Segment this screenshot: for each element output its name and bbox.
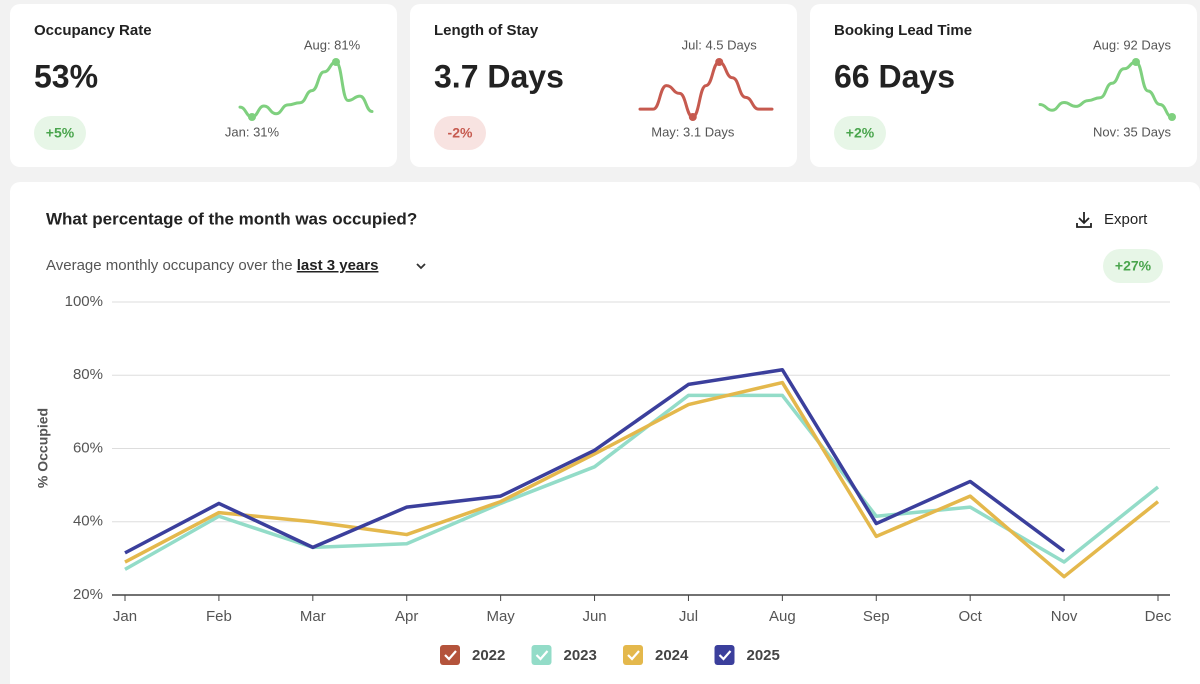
change-badge <box>434 116 486 150</box>
card <box>410 4 797 167</box>
legend-check <box>627 650 640 661</box>
sparkline-marker <box>715 58 724 66</box>
subtitle-text: Average monthly occupancy over the <box>46 257 293 274</box>
sparkline-marker <box>688 113 697 121</box>
y-tick-label: 20% <box>73 586 103 603</box>
card-value: 3.7 Days <box>434 58 564 94</box>
x-tick-label: Jul <box>679 608 698 625</box>
export-button[interactable]: Export <box>1076 211 1148 228</box>
export-label: Export <box>1104 211 1148 228</box>
x-tick-label: Sep <box>863 608 890 625</box>
legend-check <box>444 650 457 661</box>
legend-checkbox <box>623 645 643 665</box>
sparkline-marker <box>1168 113 1176 121</box>
panel-subtitle: Average monthly occupancy over the last … <box>46 257 378 274</box>
sparkline <box>638 60 774 119</box>
y-tick-label: 100% <box>65 293 103 310</box>
x-tick-label: Jan <box>113 608 137 625</box>
y-tick-label: 80% <box>73 366 103 383</box>
export-icon <box>1076 212 1092 228</box>
card-title: Occupancy Rate <box>34 22 152 39</box>
sparkline-annotation: May: 3.1 Days <box>651 124 735 139</box>
legend-item[interactable]: 2023 <box>531 645 597 665</box>
change-badge <box>834 116 886 150</box>
dropdown-chevron[interactable] <box>416 263 426 270</box>
sparkline-annotation: Aug: 81% <box>304 37 361 52</box>
sparkline <box>238 60 374 119</box>
change-badge <box>1103 249 1163 283</box>
change-badge <box>34 116 86 150</box>
legend-label: 2025 <box>747 647 780 664</box>
card-value: 66 Days <box>834 58 955 94</box>
x-tick-label: Mar <box>300 608 326 625</box>
legend-check <box>535 650 549 661</box>
sparkline-annotation: Jul: 4.5 Days <box>682 37 758 52</box>
legend-label: 2023 <box>564 647 597 664</box>
series-line <box>124 380 1160 579</box>
sparkline-annotation: Aug: 92 Days <box>1093 37 1172 52</box>
series-line <box>124 368 1066 555</box>
x-tick-label: Apr <box>395 608 418 625</box>
legend-label: 2022 <box>472 647 505 664</box>
x-tick-label: May <box>486 608 515 625</box>
x-tick-label: Dec <box>1145 608 1172 625</box>
x-tick-label: Nov <box>1051 608 1078 625</box>
chart-panel <box>10 182 1200 684</box>
change-badge-text: +2% <box>846 125 875 141</box>
period-link[interactable]: last 3 years <box>297 257 379 274</box>
sparkline-annotation: Jan: 31% <box>225 124 280 139</box>
panel-title: What percentage of the month was occupie… <box>46 209 417 228</box>
sparkline-marker <box>1132 58 1140 66</box>
legend-item[interactable]: 2022 <box>440 645 505 665</box>
legend-item[interactable]: 2025 <box>714 645 780 665</box>
legend-checkbox <box>440 645 460 665</box>
legend-item[interactable]: 2024 <box>623 645 689 665</box>
sparkline-marker <box>332 58 340 66</box>
x-tick-label: Aug <box>769 608 796 625</box>
y-tick-label: 60% <box>73 439 103 456</box>
legend-label: 2024 <box>655 647 689 664</box>
sparkline <box>1038 60 1174 119</box>
card-value: 53% <box>34 58 98 94</box>
x-tick-label: Jun <box>582 608 606 625</box>
legend-checkbox <box>531 645 552 665</box>
change-badge-text: +5% <box>46 125 75 141</box>
x-tick-label: Feb <box>206 608 232 625</box>
y-axis-label: % Occupied <box>35 408 51 488</box>
card <box>10 4 397 167</box>
sparkline-marker <box>248 113 256 121</box>
sparkline-annotation: Nov: 35 Days <box>1093 124 1172 139</box>
legend-check <box>718 650 732 661</box>
card <box>810 4 1197 167</box>
change-badge-text: +27% <box>1115 258 1152 274</box>
change-badge-text: -2% <box>448 125 473 141</box>
card-title: Booking Lead Time <box>834 22 972 39</box>
legend-checkbox <box>714 645 735 665</box>
y-tick-label: 40% <box>73 513 103 530</box>
x-tick-label: Oct <box>959 608 983 625</box>
card-title: Length of Stay <box>434 22 539 39</box>
